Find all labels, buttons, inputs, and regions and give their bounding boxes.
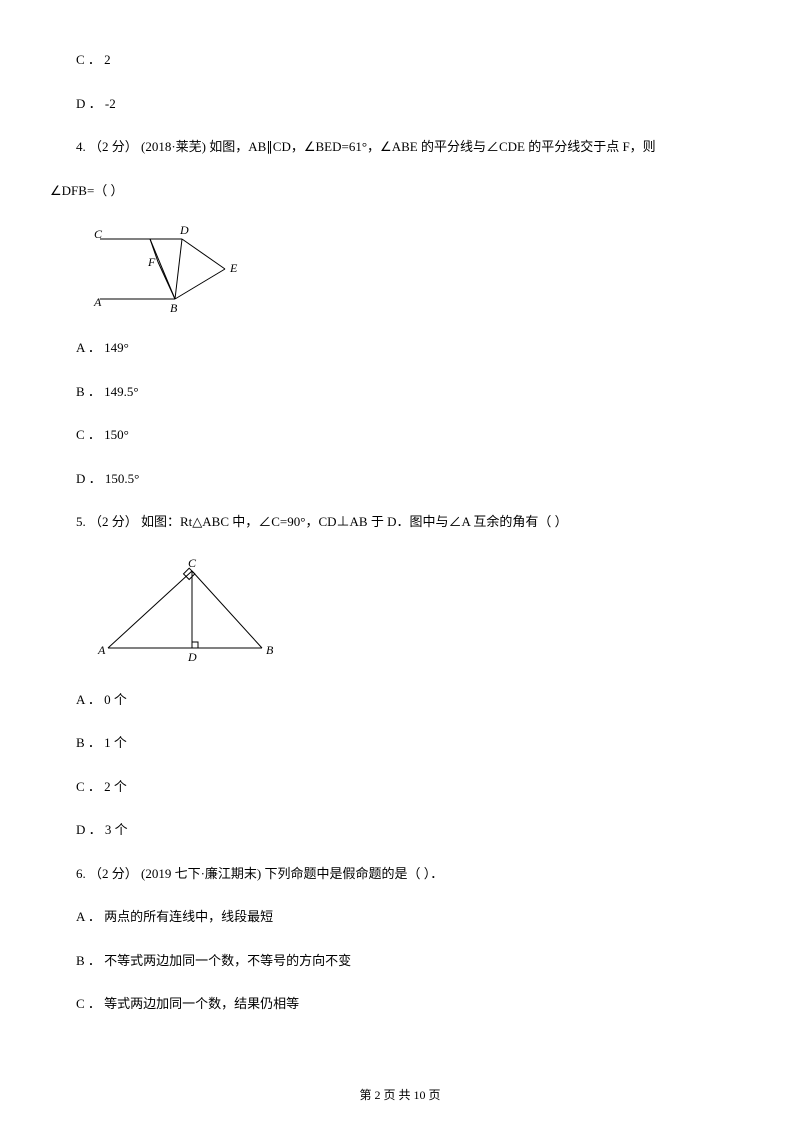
svg-text:E: E xyxy=(229,261,238,275)
q4-stem-line2: ∠DFB=（ ） xyxy=(50,181,750,201)
q5-stem: 5. （2 分） 如图：Rt△ABC 中，∠C=90°，CD⊥AB 于 D．图中… xyxy=(50,512,750,532)
q4-option-a: A ． 149° xyxy=(50,338,750,358)
q6-stem: 6. （2 分） (2019 七下·廉江期末) 下列命题中是假命题的是（ ）． xyxy=(50,864,750,884)
q4-option-c: C ． 150° xyxy=(50,425,750,445)
svg-text:D: D xyxy=(179,224,189,237)
q6-option-c: C ． 等式两边加同一个数，结果仍相等 xyxy=(50,994,750,1014)
q4-option-b: B ． 149.5° xyxy=(50,382,750,402)
q4-stem-line1: 4. （2 分） (2018·莱芜) 如图，AB∥CD，∠BED=61°，∠AB… xyxy=(50,137,750,157)
svg-text:B: B xyxy=(170,301,178,314)
q3-option-d: D ． -2 xyxy=(50,94,750,114)
svg-text:A: A xyxy=(97,643,106,657)
q3-option-c: C ． 2 xyxy=(50,50,750,70)
q5-option-b: B ． 1 个 xyxy=(50,733,750,753)
svg-text:B: B xyxy=(266,643,274,657)
svg-text:A: A xyxy=(93,295,102,309)
q6-option-a: A ． 两点的所有连线中，线段最短 xyxy=(50,907,750,927)
q4-figure: C D F E A B xyxy=(90,224,750,314)
svg-text:D: D xyxy=(187,650,197,664)
q5-option-a: A ． 0 个 xyxy=(50,690,750,710)
svg-text:F: F xyxy=(147,255,156,269)
q6-option-b: B ． 不等式两边加同一个数，不等号的方向不变 xyxy=(50,951,750,971)
page-footer: 第 2 页 共 10 页 xyxy=(0,1086,800,1104)
svg-text:C: C xyxy=(94,227,103,241)
svg-text:C: C xyxy=(188,556,197,570)
q4-option-d: D ． 150.5° xyxy=(50,469,750,489)
q5-option-c: C ． 2 个 xyxy=(50,777,750,797)
q5-option-d: D ． 3 个 xyxy=(50,820,750,840)
q5-figure: C A D B xyxy=(90,556,750,666)
